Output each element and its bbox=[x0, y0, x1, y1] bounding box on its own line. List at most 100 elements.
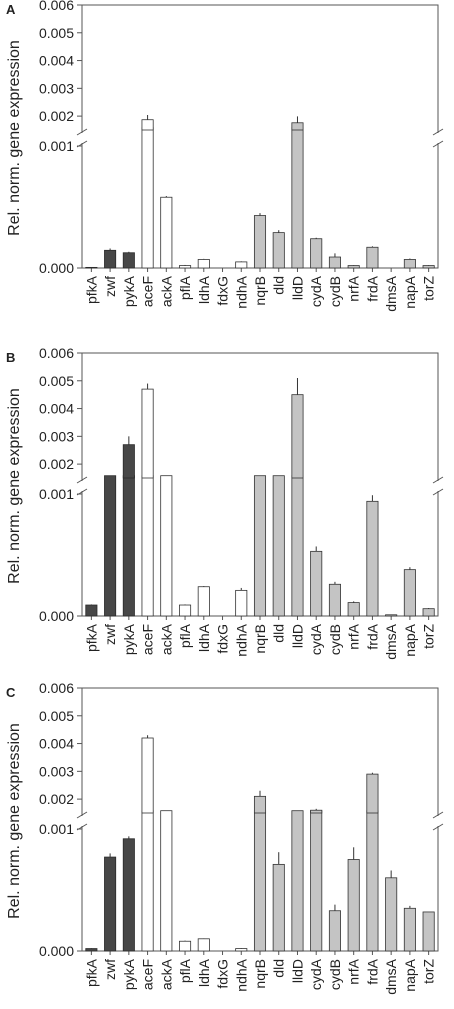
bar-dmsA bbox=[385, 877, 398, 952]
bar-napA bbox=[403, 907, 416, 952]
axis-break-mark bbox=[432, 128, 444, 136]
bar-aceF-upper bbox=[141, 388, 154, 479]
bar-cydA bbox=[310, 810, 323, 952]
y-tick-label: 0.000 bbox=[39, 608, 74, 624]
bar-pflA bbox=[179, 604, 192, 617]
bar-ndhA bbox=[235, 948, 248, 952]
panel-A: 0.002 0.003 0.004 0.005 0.006 0.000 0.001 A Rel.… bbox=[6, 0, 444, 312]
y-tick-label: 0.004 bbox=[39, 401, 74, 417]
y-tick-label: 0.005 bbox=[39, 25, 74, 41]
y-tick-label: 0.003 bbox=[39, 763, 74, 779]
bar-cydB bbox=[328, 256, 341, 269]
bar-pfkA bbox=[85, 604, 98, 617]
x-tick-label: fdxG bbox=[215, 959, 231, 989]
x-tick-label: frdA bbox=[364, 623, 380, 649]
bar-ldhA bbox=[197, 938, 210, 952]
bar-pflA bbox=[179, 940, 192, 952]
axis-break-mark bbox=[432, 823, 444, 831]
bar-aceF-upper bbox=[141, 119, 154, 131]
bar-lldD bbox=[291, 810, 304, 952]
x-tick-label: zwf bbox=[102, 624, 118, 645]
x-tick-label: pfkA bbox=[83, 958, 99, 987]
y-tick-label: 0.005 bbox=[39, 708, 74, 724]
bar-pykA-upper bbox=[122, 444, 135, 479]
bar-nqrB bbox=[253, 810, 267, 952]
bar-aceF bbox=[141, 810, 154, 952]
bar-torZ bbox=[422, 265, 435, 269]
panel-label: B bbox=[6, 350, 15, 365]
bar-nqrB bbox=[253, 215, 267, 269]
bar-ndhA bbox=[235, 261, 248, 269]
bar-zwf bbox=[104, 249, 117, 269]
bar-nrfA bbox=[347, 602, 360, 617]
bar-lldD-upper bbox=[291, 122, 304, 131]
bar-cydA-upper bbox=[310, 809, 323, 814]
bar-cydA bbox=[310, 550, 323, 617]
y-axis-label: Rel. norm. gene expression bbox=[6, 723, 23, 919]
bar-lldD bbox=[291, 127, 304, 269]
x-tick-label: torZ bbox=[421, 624, 437, 649]
x-tick-label: ackA bbox=[158, 958, 174, 990]
x-tick-label: fdxG bbox=[215, 624, 231, 654]
x-tick-label: cydA bbox=[308, 275, 324, 307]
y-tick-label: 0.003 bbox=[39, 80, 74, 96]
y-tick-label: 0.003 bbox=[39, 428, 74, 444]
bar-zwf bbox=[104, 856, 117, 952]
y-tick-label: 0.000 bbox=[39, 943, 74, 959]
x-tick-label: lldD bbox=[289, 959, 305, 983]
bar-lldD-upper bbox=[291, 394, 304, 479]
axis-break-mark bbox=[432, 488, 444, 496]
bar-pfkA bbox=[85, 266, 98, 269]
bar-ackA bbox=[160, 475, 173, 617]
y-tick-label: 0.005 bbox=[39, 373, 74, 389]
bar-pykA bbox=[122, 475, 135, 617]
bar-nqrB-upper bbox=[253, 795, 267, 814]
y-tick-label: 0.002 bbox=[39, 456, 74, 472]
y-tick-label: 0.001 bbox=[39, 821, 74, 837]
bar-torZ bbox=[422, 911, 435, 952]
x-tick-label: aceF bbox=[140, 959, 156, 990]
bar-pflA bbox=[179, 265, 192, 269]
x-tick-label: nqrB bbox=[252, 624, 268, 654]
bar-pykA bbox=[122, 838, 135, 952]
axis-break-mark bbox=[432, 811, 444, 819]
bar-cydB bbox=[328, 583, 341, 617]
x-tick-label: nrfA bbox=[346, 275, 362, 301]
x-tick-label: pfkA bbox=[83, 275, 99, 304]
x-tick-label: lldD bbox=[289, 624, 305, 648]
bar-aceF bbox=[141, 475, 154, 617]
axis-break-mark bbox=[76, 128, 88, 136]
x-tick-label: aceF bbox=[140, 276, 156, 307]
x-tick-label: napA bbox=[402, 958, 418, 991]
bar-ackA bbox=[160, 196, 173, 269]
bar-ldhA bbox=[197, 259, 210, 269]
x-tick-label: zwf bbox=[102, 276, 118, 297]
axis-break-mark bbox=[432, 140, 444, 148]
x-tick-label: cydA bbox=[308, 623, 324, 655]
x-tick-label: cydB bbox=[327, 624, 343, 655]
bar-nrfA bbox=[347, 859, 360, 952]
bar-dmsA bbox=[385, 614, 398, 617]
panel-label: A bbox=[6, 2, 16, 17]
upper-frame bbox=[81, 4, 439, 133]
bar-nrfA bbox=[347, 265, 360, 269]
x-tick-label: frdA bbox=[364, 275, 380, 301]
x-tick-label: pflA bbox=[177, 275, 193, 300]
axis-break-mark bbox=[76, 476, 88, 484]
x-tick-label: nrfA bbox=[346, 958, 362, 984]
bar-cydA bbox=[310, 238, 323, 269]
x-tick-label: ackA bbox=[158, 623, 174, 655]
x-tick-label: pflA bbox=[177, 623, 193, 648]
x-tick-label: ldhA bbox=[196, 958, 212, 987]
y-tick-label: 0.004 bbox=[39, 736, 74, 752]
x-tick-label: dmsA bbox=[383, 623, 399, 659]
x-tick-label: ndhA bbox=[233, 623, 249, 656]
bar-dld bbox=[272, 863, 285, 952]
bar-lldD bbox=[291, 475, 304, 617]
x-tick-label: pykA bbox=[121, 958, 137, 990]
x-tick-label: napA bbox=[402, 275, 418, 308]
x-tick-label: pfkA bbox=[83, 623, 99, 652]
bar-ackA bbox=[160, 810, 173, 952]
y-tick-label: 0.006 bbox=[39, 680, 74, 696]
